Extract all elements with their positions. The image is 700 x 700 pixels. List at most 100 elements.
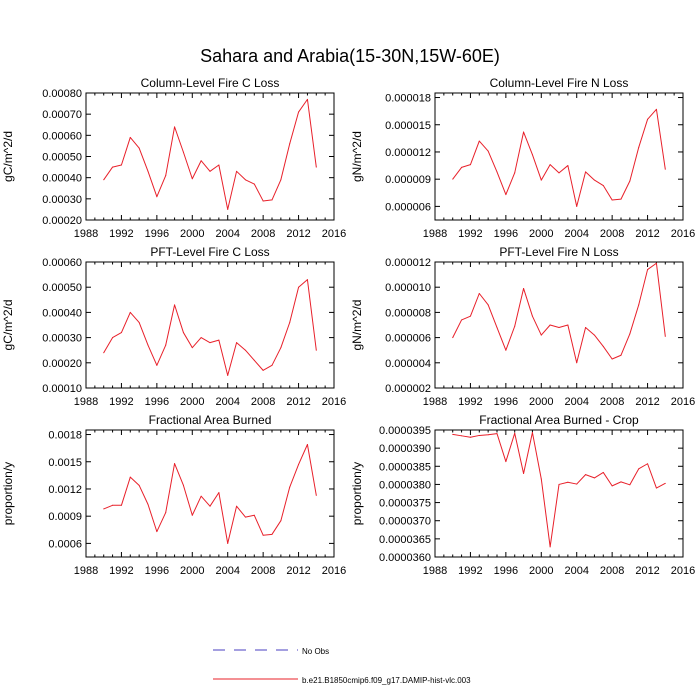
data-point [593,477,595,479]
data-point [138,321,140,323]
data-point [138,147,140,149]
data-point [112,504,114,506]
y-tick-label: 0.0009 [48,511,82,523]
data-point [182,484,184,486]
data-point [174,126,176,128]
data-point [655,262,657,264]
x-tick-label: 1988 [423,396,447,408]
data-point [611,358,613,360]
data-point [182,332,184,334]
y-tick-label: 0.000015 [385,120,431,132]
x-tick-label: 2016 [671,228,695,240]
data-point [165,175,167,177]
data-point [112,337,114,339]
data-point [620,354,622,356]
data-point [147,503,149,505]
plot-frame [434,261,684,389]
x-tick-label: 2012 [286,396,310,408]
data-point [576,483,578,485]
data-point [253,514,255,516]
data-point [496,433,498,435]
data-point [487,434,489,436]
data-point [289,486,291,488]
x-tick-label: 2016 [322,396,346,408]
y-tick-label: 0.0018 [48,430,82,442]
data-point [602,185,604,187]
data-point [191,178,193,180]
data-point [655,108,657,110]
data-point [655,487,657,489]
data-point [271,533,273,535]
data-point [567,165,569,167]
data-point [227,208,229,210]
data-point [629,484,631,486]
data-point [620,198,622,200]
y-tick-label: 0.000006 [385,201,431,213]
data-point [129,311,131,313]
x-tick-label: 1992 [458,565,482,577]
x-tick-label: 1996 [494,228,518,240]
y-tick-label: 0.000012 [385,147,431,159]
data-point [174,304,176,306]
x-tick-label: 1996 [494,396,518,408]
legend-entry-no-obs: No Obs [213,647,329,656]
y-tick-label: 0.0000360 [379,552,431,564]
y-tick-label: 0.00080 [42,88,82,100]
panel-title: PFT-Level Fire N Loss [499,245,618,259]
x-tick-label: 2000 [529,228,553,240]
data-point [540,478,542,480]
data-point [147,170,149,172]
x-tick-label: 2000 [529,396,553,408]
y-tick-label: 0.0000390 [379,443,431,455]
data-point [576,205,578,207]
data-point [620,481,622,483]
data-point [103,508,105,510]
data-point [558,327,560,329]
data-point [567,324,569,326]
data-point [593,179,595,181]
y-tick-label: 0.00020 [42,215,82,227]
y-tick-label: 0.00010 [42,383,82,395]
x-tick-label: 2012 [635,228,659,240]
data-point [129,476,131,478]
data-point [469,436,471,438]
data-point [315,494,317,496]
data-point [298,111,300,113]
series-line [103,279,317,376]
data-point [253,183,255,185]
panel-title: PFT-Level Fire C Loss [150,245,269,259]
data-point [514,325,516,327]
x-tick-label: 2004 [215,228,239,240]
data-point [289,321,291,323]
plot-frame [434,429,684,558]
data-point [244,179,246,181]
data-point [103,352,105,354]
data-point [165,344,167,346]
data-point [664,168,666,170]
data-point [469,164,471,166]
y-tick-label: 0.00020 [42,358,82,370]
data-point [523,473,525,475]
data-point [209,505,211,507]
data-point [576,362,578,364]
x-tick-label: 1996 [145,228,169,240]
data-point [244,516,246,518]
y-tick-label: 0.00050 [42,282,82,294]
data-point [585,171,587,173]
data-point [271,364,273,366]
y-tick-label: 0.00040 [42,173,82,185]
x-tick-label: 2008 [251,396,275,408]
data-point [218,492,220,494]
series-line [103,98,317,210]
y-tick-label: 0.0006 [48,538,82,550]
data-point [593,334,595,336]
x-tick-label: 2004 [564,228,588,240]
x-tick-label: 2000 [180,396,204,408]
data-point [531,432,533,434]
y-tick-label: 0.00060 [42,130,82,142]
plot-frame [434,92,684,221]
x-tick-label: 2016 [671,565,695,577]
data-point [585,327,587,329]
x-tick-label: 2000 [180,228,204,240]
